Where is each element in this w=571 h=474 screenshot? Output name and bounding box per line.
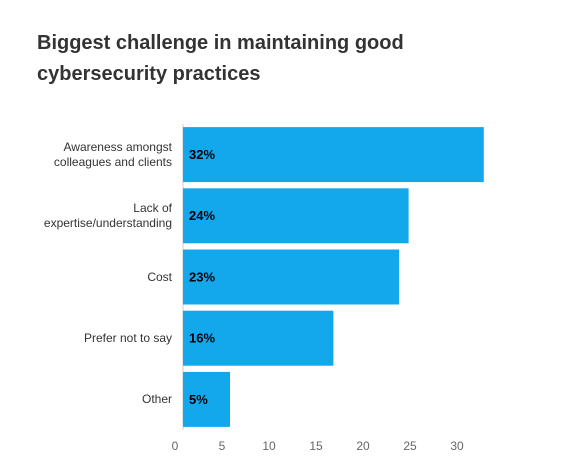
x-tick-label: 10	[262, 439, 276, 453]
chart-title: Biggest challenge in maintaining good cy…	[37, 32, 404, 85]
value-label: 5%	[189, 392, 208, 407]
x-tick-label: 25	[403, 439, 417, 453]
value-label: 23%	[189, 269, 215, 284]
bar	[183, 371, 230, 427]
bar	[183, 310, 334, 366]
value-label: 32%	[189, 147, 215, 162]
bar	[183, 188, 409, 244]
x-tick-label: 15	[309, 439, 323, 453]
y-tick-label: Prefer not to say	[83, 330, 172, 345]
y-tick-label: Cost	[147, 269, 172, 284]
value-label: 24%	[189, 208, 215, 223]
y-tick-label: Other	[141, 391, 172, 406]
x-tick-label: 20	[356, 439, 370, 453]
value-label: 16%	[189, 331, 215, 346]
bar	[183, 249, 400, 305]
y-tick-label: Lack of expertise/understanding	[43, 200, 172, 230]
x-tick-label: 0	[172, 439, 179, 453]
y-tick-label: Awareness amongst colleagues and clients	[53, 139, 172, 169]
bar	[183, 127, 484, 183]
x-tick-label: 30	[450, 439, 464, 453]
x-tick-label: 5	[219, 439, 226, 453]
